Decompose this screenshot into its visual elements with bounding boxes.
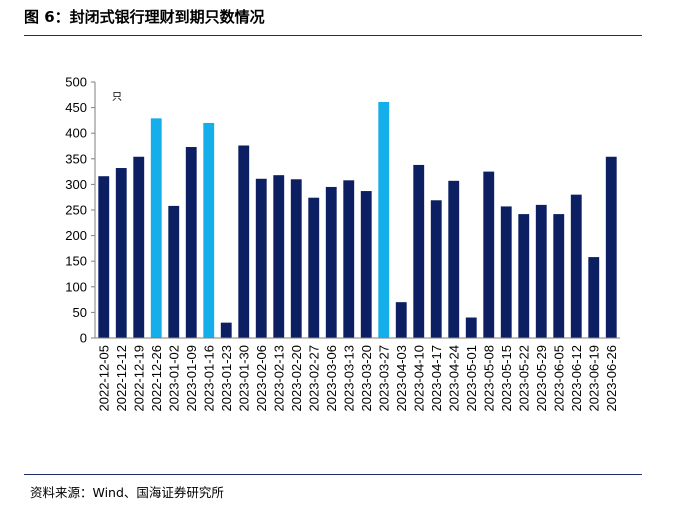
bar xyxy=(571,195,582,338)
y-tick-label: 150 xyxy=(65,254,87,269)
x-tick-label: 2023-02-13 xyxy=(271,345,286,412)
y-tick-label: 250 xyxy=(65,203,87,218)
x-tick-label: 2023-03-06 xyxy=(324,345,339,412)
x-tick-label: 2023-06-19 xyxy=(586,345,601,412)
x-tick-label: 2023-05-08 xyxy=(481,345,496,412)
bar xyxy=(606,157,617,338)
source-note: 资料来源：Wind、国海证券研究所 xyxy=(30,482,224,501)
bar xyxy=(168,206,179,338)
y-tick-label: 350 xyxy=(65,151,87,166)
bar xyxy=(396,302,407,338)
x-axis: 2022-12-05 2022-12-12 2022-12-19 2022-12-26… xyxy=(95,338,620,412)
bars xyxy=(98,102,616,338)
x-tick-label: 2023-04-24 xyxy=(446,345,461,412)
x-tick-label: 2023-01-23 xyxy=(219,345,234,412)
bar xyxy=(413,165,424,338)
bar xyxy=(483,172,494,338)
bar-chart: 0 50 100 150 200 250 300 350 400 450 500 只 2022-12… xyxy=(0,0,673,514)
y-tick-label: 200 xyxy=(65,228,87,243)
bar xyxy=(256,179,267,338)
bar xyxy=(203,123,214,338)
x-tick-label: 2022-12-12 xyxy=(114,345,129,412)
bar xyxy=(553,214,564,338)
bar xyxy=(186,147,197,338)
x-tick-label: 2022-12-19 xyxy=(131,345,146,412)
y-tick-label: 0 xyxy=(80,331,87,346)
bar xyxy=(501,206,512,338)
y-axis: 0 50 100 150 200 250 300 350 400 450 500 xyxy=(65,75,95,346)
x-tick-label: 2023-06-05 xyxy=(551,345,566,412)
bar xyxy=(238,145,249,338)
y-tick-label: 500 xyxy=(65,75,87,90)
x-tick-label: 2023-03-27 xyxy=(376,345,391,412)
bar xyxy=(448,181,459,338)
x-tick-label: 2023-03-20 xyxy=(359,345,374,412)
x-tick-label: 2023-06-26 xyxy=(604,345,619,412)
x-tick-label: 2023-04-03 xyxy=(394,345,409,412)
y-tick-label: 50 xyxy=(73,305,87,320)
x-tick-label: 2023-02-27 xyxy=(306,345,321,412)
bar xyxy=(518,214,529,338)
bar xyxy=(378,102,389,338)
x-tick-label: 2023-01-02 xyxy=(166,345,181,412)
x-tick-label: 2022-12-05 xyxy=(96,345,111,412)
bar xyxy=(308,198,319,338)
source-divider xyxy=(24,474,642,475)
x-tick-label: 2023-05-15 xyxy=(499,345,514,412)
bar xyxy=(536,205,547,338)
x-tick-label: 2023-03-13 xyxy=(341,345,356,412)
x-tick-label: 2023-05-22 xyxy=(516,345,531,412)
y-tick-label: 450 xyxy=(65,100,87,115)
x-tick-label: 2023-01-30 xyxy=(236,345,251,412)
x-tick-label: 2023-05-01 xyxy=(464,345,479,412)
x-tick-label: 2023-02-06 xyxy=(254,345,269,412)
x-tick-label: 2023-02-20 xyxy=(289,345,304,412)
bar xyxy=(116,168,127,338)
bar xyxy=(326,187,337,338)
x-tick-label: 2023-04-17 xyxy=(429,345,444,412)
bar xyxy=(343,180,354,338)
x-tick-label: 2022-12-26 xyxy=(149,345,164,412)
y-tick-label: 400 xyxy=(65,126,87,141)
x-tick-label: 2023-06-12 xyxy=(569,345,584,412)
bar xyxy=(151,118,162,338)
bar xyxy=(273,175,284,338)
x-tick-label: 2023-01-09 xyxy=(184,345,199,412)
x-tick-label: 2023-05-29 xyxy=(534,345,549,412)
y-unit-label: 只 xyxy=(112,92,122,103)
y-tick-label: 100 xyxy=(65,279,87,294)
bar xyxy=(133,157,144,338)
bar xyxy=(466,318,477,338)
x-tick-label: 2023-01-16 xyxy=(201,345,216,412)
bar xyxy=(291,179,302,338)
y-tick-label: 300 xyxy=(65,177,87,192)
x-tick-label: 2023-04-10 xyxy=(411,345,426,412)
bar xyxy=(221,323,232,338)
bar xyxy=(361,191,372,338)
bar xyxy=(431,200,442,338)
bar xyxy=(588,257,599,338)
bar xyxy=(98,176,109,338)
